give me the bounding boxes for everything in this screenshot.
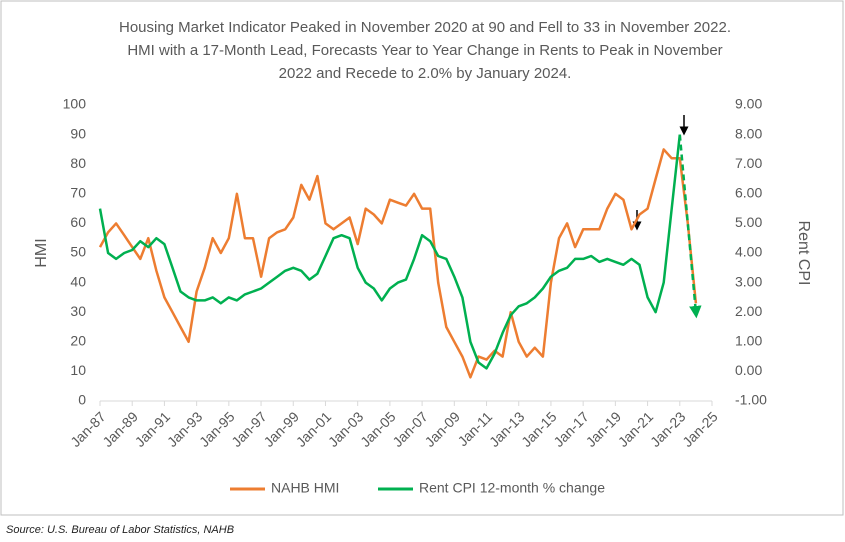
y-tick-label: 0 [78,392,86,408]
legend-label: NAHB HMI [271,480,339,496]
y-axis-label: HMI [33,238,50,267]
y2-tick-label: 5.00 [735,214,762,230]
y2-tick-label: 4.00 [735,244,762,260]
y-tick-label: 10 [70,362,86,378]
y-tick-label: 60 [70,214,86,230]
y2-tick-label: 6.00 [735,185,762,201]
y-tick-label: 80 [70,155,86,171]
y2-tick-label: 3.00 [735,273,762,289]
source-note: Source: U.S. Bureau of Labor Statistics,… [6,524,234,536]
y2-tick-label: 0.00 [735,362,762,378]
y2-tick-label: 2.00 [735,303,762,319]
y2-tick-label: 8.00 [735,125,762,141]
y-tick-label: 30 [70,303,86,319]
data-line [98,148,698,379]
y2-tick-label: -1.00 [735,392,767,408]
data-line [98,134,682,370]
chart-title: Housing Market Indicator Peaked in Novem… [119,19,731,36]
y-tick-label: 90 [70,125,86,141]
y2-tick-label: 9.00 [735,96,762,112]
y-tick-label: 40 [70,273,86,289]
y-tick-label: 20 [70,333,86,349]
y-tick-label: 70 [70,185,86,201]
y-tick-label: 100 [63,96,87,112]
legend-label: Rent CPI 12-month % change [419,480,605,496]
y2-tick-label: 1.00 [735,333,762,349]
chart-title: 2022 and Recede to 2.0% by January 2024. [279,65,572,82]
y2-axis-label: Rent CPI [795,221,812,286]
chart-title: HMI with a 17-Month Lead, Forecasts Year… [127,42,722,59]
y-tick-label: 50 [70,244,86,260]
y2-tick-label: 7.00 [735,155,762,171]
